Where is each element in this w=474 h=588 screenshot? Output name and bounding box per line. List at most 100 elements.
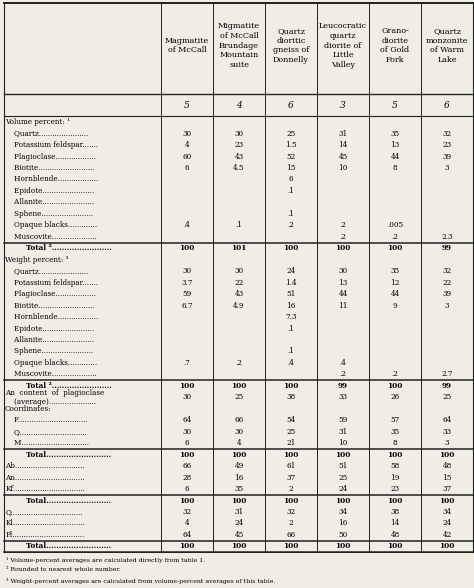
Text: Opaque blacks.............: Opaque blacks.............: [5, 221, 97, 229]
Text: 14: 14: [391, 519, 400, 527]
Text: Hornblende..................: Hornblende..................: [5, 175, 98, 183]
Text: ² Rounded to nearest whole number.: ² Rounded to nearest whole number.: [6, 567, 121, 573]
Text: 59: 59: [182, 290, 191, 298]
Text: 6: 6: [289, 175, 293, 183]
Text: Biotite.........................: Biotite.........................: [5, 164, 95, 172]
Text: Quartz......................: Quartz......................: [5, 129, 89, 138]
Text: 100: 100: [231, 496, 246, 505]
Text: 59: 59: [338, 416, 347, 425]
Text: 10: 10: [338, 164, 348, 172]
Text: 44: 44: [338, 290, 347, 298]
Text: 99: 99: [442, 382, 452, 390]
Text: 66: 66: [234, 416, 244, 425]
Text: .005: .005: [387, 221, 403, 229]
Text: .1: .1: [288, 210, 294, 218]
Text: Total ²........................: Total ²........................: [16, 244, 111, 252]
Text: .2: .2: [339, 233, 346, 241]
Text: 16: 16: [234, 473, 244, 482]
Text: 64: 64: [182, 531, 191, 539]
Text: 60: 60: [182, 152, 191, 161]
Text: 39: 39: [443, 152, 452, 161]
Text: 32: 32: [182, 508, 191, 516]
Text: 6: 6: [288, 101, 294, 110]
Text: 100: 100: [387, 244, 403, 252]
Text: 32: 32: [286, 508, 296, 516]
Text: Potassium feldspar.......: Potassium feldspar.......: [5, 279, 98, 287]
Text: 31: 31: [234, 508, 244, 516]
Text: 100: 100: [179, 244, 195, 252]
Text: 64: 64: [442, 416, 452, 425]
Text: 100: 100: [387, 542, 403, 550]
Text: 10: 10: [338, 439, 348, 447]
Text: Hornblende..................: Hornblende..................: [5, 313, 98, 321]
Text: 30: 30: [235, 267, 244, 275]
Text: Quartz......................: Quartz......................: [5, 267, 89, 275]
Text: 24: 24: [338, 485, 347, 493]
Text: 4.5: 4.5: [233, 164, 245, 172]
Text: 100: 100: [335, 542, 351, 550]
Text: Muscovite....................: Muscovite....................: [5, 233, 97, 241]
Text: Quartz
monzonite
of Warm
Lake: Quartz monzonite of Warm Lake: [426, 27, 468, 64]
Text: 22: 22: [442, 279, 452, 287]
Text: .2: .2: [339, 370, 346, 379]
Text: 13: 13: [338, 279, 347, 287]
Text: .2: .2: [236, 359, 242, 367]
Text: 50: 50: [338, 531, 347, 539]
Text: 33: 33: [443, 427, 452, 436]
Text: 52: 52: [286, 152, 296, 161]
Text: 45: 45: [234, 531, 244, 539]
Text: Ab...............................: Ab...............................: [5, 462, 85, 470]
Text: Sphene.......................: Sphene.......................: [5, 210, 93, 218]
Text: 51: 51: [286, 290, 296, 298]
Text: 100: 100: [387, 496, 403, 505]
Text: 100: 100: [283, 496, 299, 505]
Text: Grano-
diorite
of Gold
Fork: Grano- diorite of Gold Fork: [381, 27, 410, 64]
Text: 32: 32: [443, 129, 452, 138]
Text: Quartz
dioritic
gneiss of
Donnelly: Quartz dioritic gneiss of Donnelly: [273, 27, 309, 64]
Text: 6: 6: [185, 485, 189, 493]
Text: M..............................: M..............................: [5, 439, 89, 447]
Text: 100: 100: [179, 542, 195, 550]
Text: 2: 2: [289, 519, 293, 527]
Text: Kl................................: Kl................................: [5, 519, 85, 527]
Text: F...............................: F...............................: [5, 416, 88, 425]
Text: 23: 23: [391, 485, 400, 493]
Text: 100: 100: [179, 450, 195, 459]
Text: 6: 6: [185, 439, 189, 447]
Text: Total..........................: Total..........................: [16, 542, 111, 550]
Text: 100: 100: [283, 450, 299, 459]
Text: 22: 22: [234, 279, 244, 287]
Text: 30: 30: [182, 267, 191, 275]
Text: 100: 100: [439, 496, 455, 505]
Text: ¹ Volume-percent averages are calculated directly from table 1.: ¹ Volume-percent averages are calculated…: [6, 557, 205, 563]
Text: Volume percent: ¹: Volume percent: ¹: [5, 118, 70, 126]
Text: 3: 3: [340, 101, 346, 110]
Text: 2: 2: [289, 485, 293, 493]
Text: 30: 30: [182, 393, 191, 402]
Text: 25: 25: [234, 393, 244, 402]
Text: 28: 28: [182, 473, 191, 482]
Text: Plagioclase..................: Plagioclase..................: [5, 290, 96, 298]
Text: 37: 37: [286, 473, 296, 482]
Text: Leucocratic
quartz
diorite of
Little
Valley: Leucocratic quartz diorite of Little Val…: [319, 22, 367, 69]
Text: Q................................: Q................................: [5, 508, 83, 516]
Text: 35: 35: [235, 485, 244, 493]
Text: .4: .4: [288, 359, 294, 367]
Text: 49: 49: [234, 462, 244, 470]
Text: 8: 8: [393, 439, 397, 447]
Text: 100: 100: [335, 496, 351, 505]
Text: 38: 38: [391, 508, 400, 516]
Text: 99: 99: [442, 244, 452, 252]
Text: 25: 25: [286, 129, 296, 138]
Text: 32: 32: [443, 267, 452, 275]
Text: .2: .2: [392, 370, 399, 379]
Text: 26: 26: [391, 393, 400, 402]
Text: 48: 48: [442, 462, 452, 470]
Text: 25: 25: [286, 427, 296, 436]
Text: 100: 100: [335, 244, 351, 252]
Text: 58: 58: [391, 462, 400, 470]
Text: An  content  of  plagioclase
    (average).....................: An content of plagioclase (average).....…: [5, 389, 104, 406]
Text: 100: 100: [283, 382, 299, 390]
Text: Biotite.........................: Biotite.........................: [5, 302, 95, 310]
Text: 4: 4: [185, 519, 189, 527]
